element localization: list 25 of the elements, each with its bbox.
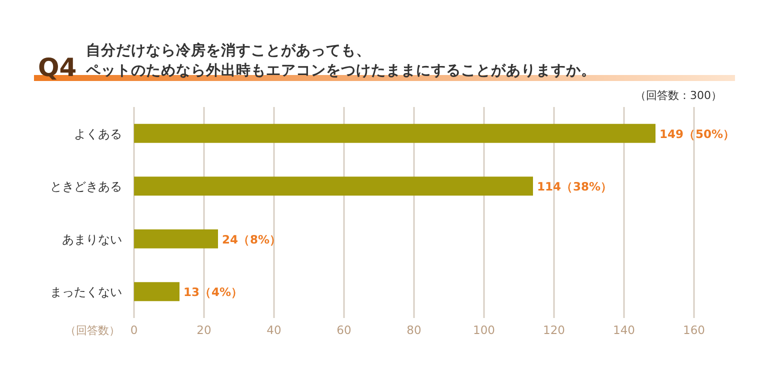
chart-subtitle: 自分だけなら冷房を消すことがあっても、ペットのためなら外出時もエアコンをつけたままにすることがありますか。 [85, 41, 596, 79]
x-tick-label: 160 [683, 323, 705, 337]
x-tick-label: 140 [613, 323, 635, 337]
y-tick-label: ときどきある [50, 180, 122, 194]
y-tick-label: あまりない [62, 232, 122, 246]
bar [134, 229, 218, 248]
x-tick-label: 80 [406, 323, 422, 337]
x-tick-label: 100 [473, 323, 495, 337]
x-tick-label: 20 [196, 323, 212, 337]
bar [134, 124, 656, 143]
data-label: 13（4%） [184, 285, 244, 300]
x-tick-label: 0 [130, 323, 138, 337]
x-tick-label: 40 [266, 323, 282, 337]
x-tick-label: 120 [543, 323, 565, 337]
data-label: 149（50%） [660, 126, 736, 141]
x-axis-title: （回答数） [65, 324, 120, 337]
bar [134, 176, 533, 196]
chart-title: Q4 [38, 53, 77, 82]
data-label: 114（38%） [537, 180, 613, 194]
text: （回答数：300） [635, 89, 722, 102]
y-tick-label: まったくない [50, 285, 122, 300]
data-label: 24（8%） [222, 232, 282, 246]
x-tick-label: 60 [336, 323, 352, 337]
bar [134, 282, 180, 302]
y-tick-label: よくある [74, 126, 122, 141]
